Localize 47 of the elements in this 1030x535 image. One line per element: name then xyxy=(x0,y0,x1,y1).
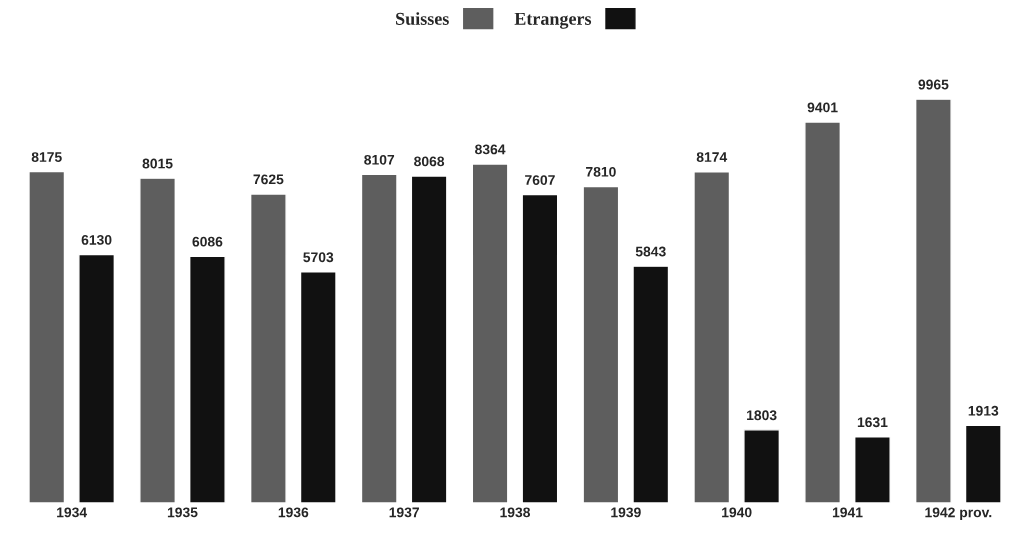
bar xyxy=(521,193,559,503)
bar xyxy=(299,271,337,503)
bar xyxy=(188,255,226,503)
bar xyxy=(854,436,891,503)
data-label: 8015 xyxy=(142,158,173,169)
bar xyxy=(471,163,509,503)
data-label: 1631 xyxy=(857,417,888,428)
bar xyxy=(78,253,116,503)
data-label: 6130 xyxy=(81,234,112,245)
data-label: 5843 xyxy=(635,246,666,257)
x-tick-label: 1935 xyxy=(167,507,198,518)
bar xyxy=(410,175,448,503)
data-label: 8174 xyxy=(696,152,728,163)
x-tick-label: 1941 xyxy=(832,507,863,518)
x-tick-label: 1940 xyxy=(722,507,752,518)
bar xyxy=(804,121,842,503)
bar xyxy=(964,424,1002,503)
data-label: 1803 xyxy=(747,410,777,421)
bar xyxy=(139,177,176,503)
data-label: 9401 xyxy=(807,102,838,113)
x-tick-label: 1934 xyxy=(57,507,88,518)
data-label: 8175 xyxy=(31,152,62,162)
data-label: 8068 xyxy=(414,156,445,167)
x-tick-label: 1939 xyxy=(611,507,641,518)
legend-label: Suisses xyxy=(396,12,449,25)
bar xyxy=(360,173,398,503)
x-tick-label: 1937 xyxy=(389,507,419,518)
x-tick-label: 1938 xyxy=(500,507,531,518)
x-tick-label: 1942 prov. xyxy=(925,507,992,521)
bar xyxy=(582,185,620,503)
data-label: 8364 xyxy=(475,144,506,155)
data-label: 7607 xyxy=(525,175,555,185)
x-tick-label: 1936 xyxy=(278,507,309,518)
bar xyxy=(743,429,781,503)
bar xyxy=(914,98,952,503)
data-label: 6086 xyxy=(192,236,223,247)
data-label: 9965 xyxy=(918,79,949,90)
data-label: 8107 xyxy=(364,154,395,165)
legend-label: Etrangers xyxy=(514,12,592,29)
bar xyxy=(249,193,287,503)
data-label: 7625 xyxy=(253,174,284,185)
data-label: 1913 xyxy=(968,405,999,416)
bar xyxy=(28,170,66,503)
data-label: 7810 xyxy=(586,166,616,177)
bar xyxy=(693,171,731,503)
data-label: 5703 xyxy=(303,252,334,263)
bar xyxy=(632,265,670,503)
